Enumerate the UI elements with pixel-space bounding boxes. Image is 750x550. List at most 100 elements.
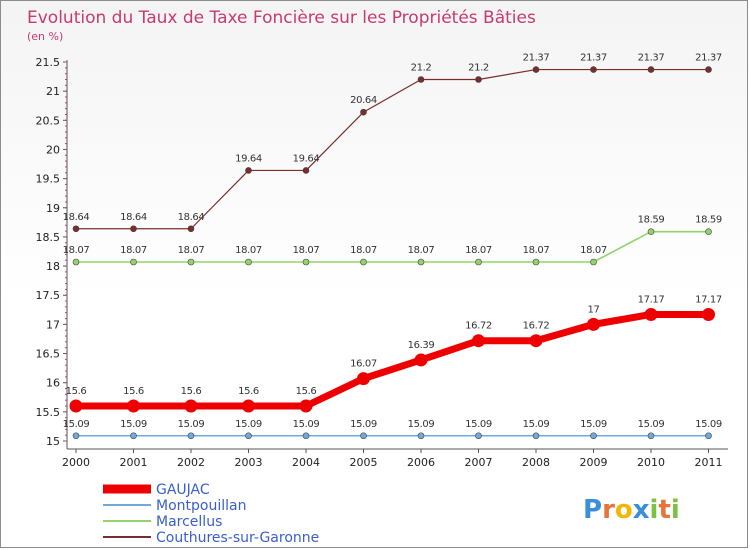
data-point <box>245 167 252 174</box>
data-label: 17.17 <box>695 294 722 305</box>
data-label: 21.37 <box>523 53 550 64</box>
x-tick-label: 2001 <box>120 456 148 469</box>
legend: GAUJACMontpouillanMarcellusCouthures-sur… <box>103 482 319 546</box>
y-tick-label: 18 <box>46 260 60 273</box>
data-label: 19.64 <box>293 153 320 164</box>
data-point <box>705 432 712 440</box>
x-tick-label: 2007 <box>465 456 493 469</box>
data-label: 18.07 <box>178 245 205 256</box>
data-label: 17 <box>588 304 600 315</box>
y-tick-label: 20.5 <box>36 114 61 127</box>
legend-item: Montpouillan <box>103 498 246 514</box>
x-tick-label: 2003 <box>235 456 263 469</box>
data-label: 15.09 <box>120 419 147 430</box>
data-point <box>357 372 370 386</box>
x-tick-label: 2005 <box>350 456 378 469</box>
data-label: 15.09 <box>408 419 435 430</box>
logo-letter: i <box>650 495 659 525</box>
data-label: 15.09 <box>523 419 550 430</box>
data-label: 15.6 <box>238 386 259 397</box>
series-line <box>76 310 709 410</box>
series-line <box>76 68 709 230</box>
data-label: 18.07 <box>580 245 607 256</box>
data-point <box>302 167 310 174</box>
logo-letter: o <box>615 495 633 525</box>
data-point <box>417 258 425 266</box>
data-label: 21.37 <box>695 53 722 64</box>
data-point <box>644 307 658 321</box>
data-point <box>242 399 255 413</box>
data-label: 19.64 <box>235 153 262 164</box>
data-point <box>590 432 597 440</box>
y-tick-label: 15.5 <box>36 406 61 419</box>
data-label: 21.2 <box>411 62 432 73</box>
x-tick-label: 2006 <box>407 456 435 469</box>
series-line <box>76 230 709 263</box>
data-label: 18.59 <box>695 215 722 226</box>
data-point <box>417 432 425 440</box>
legend-item: Marcellus <box>103 514 222 530</box>
y-tick-label: 19 <box>46 202 60 215</box>
data-point <box>472 334 485 348</box>
legend-label: GAUJAC <box>156 482 210 498</box>
data-label: 16.07 <box>350 359 377 370</box>
data-point <box>475 76 482 83</box>
data-label: 18.07 <box>63 245 90 256</box>
data-label: 21.37 <box>638 53 665 64</box>
y-tick-label: 16 <box>46 377 60 390</box>
data-point <box>532 258 540 266</box>
data-label: 18.07 <box>465 245 492 256</box>
data-point <box>414 353 428 367</box>
data-point <box>184 399 198 413</box>
data-point <box>647 432 655 440</box>
data-label: 15.09 <box>638 419 665 430</box>
data-point <box>130 432 137 440</box>
data-point <box>590 258 597 266</box>
y-tick-label: 20 <box>46 143 60 156</box>
data-label: 18.07 <box>523 245 550 256</box>
proxiti-logo: Proxiti <box>583 495 680 525</box>
legend-item: GAUJAC <box>103 482 210 498</box>
series-layer: 15.09 15.09 15.09 15.09 15.09 15.09 15.09 15.09… <box>63 53 722 440</box>
y-tick-label: 17 <box>46 318 60 331</box>
data-point <box>417 76 425 83</box>
data-label: 16.39 <box>408 340 435 351</box>
logo-letter: i <box>671 495 680 525</box>
data-label: 15.09 <box>350 419 377 430</box>
data-point <box>705 66 712 73</box>
logo-letter: t <box>658 495 670 525</box>
data-label: 18.64 <box>120 212 147 223</box>
data-point <box>360 258 367 266</box>
data-label: 18.64 <box>63 212 90 223</box>
data-point <box>187 225 195 233</box>
data-label: 18.07 <box>293 245 320 256</box>
x-tick-label: 2010 <box>637 456 665 469</box>
logo-letter: x <box>633 495 650 525</box>
series-montpouillan: 15.09 15.09 15.09 15.09 15.09 15.09 15.09 15.09… <box>63 419 722 440</box>
data-label: 15.09 <box>178 419 205 430</box>
data-point <box>587 317 600 331</box>
y-tick-label: 16.5 <box>36 348 61 361</box>
data-point <box>127 399 140 413</box>
logo-letter: r <box>602 495 615 525</box>
legend-item: Couthures-sur-Garonne <box>103 530 319 546</box>
data-point <box>299 399 313 413</box>
chart-subtitle: (en %) <box>27 30 63 43</box>
data-label: 21.2 <box>468 62 489 73</box>
y-tick-label: 21.5 <box>36 56 61 69</box>
data-point <box>532 432 540 440</box>
data-label: 15.09 <box>63 419 90 430</box>
data-point <box>702 307 715 321</box>
data-point <box>72 225 80 233</box>
y-ticks: 15 15.5 16 16.5 17 17.5 18 18.5 19 19.5 20 20.5 21 21… <box>36 56 67 448</box>
chart-title: Evolution du Taux de Taxe Foncière sur l… <box>27 8 536 28</box>
data-point <box>130 225 137 233</box>
data-point <box>475 432 482 440</box>
data-point <box>72 258 80 266</box>
data-label: 15.09 <box>235 419 262 430</box>
data-point <box>532 66 540 73</box>
data-label: 16.72 <box>523 321 550 332</box>
data-point <box>245 258 252 266</box>
